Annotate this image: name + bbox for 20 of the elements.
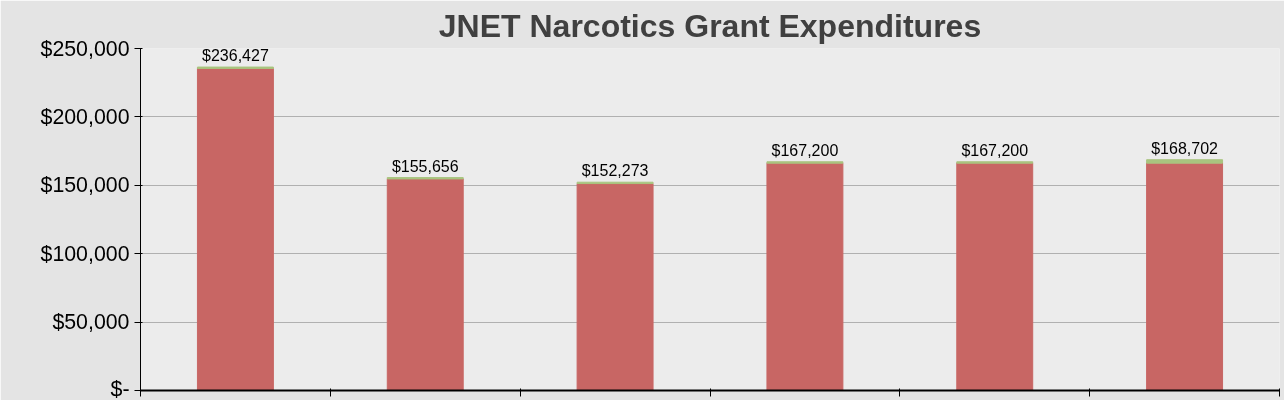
- total-label: $167,200: [961, 141, 1029, 159]
- bar: [766, 162, 844, 391]
- y-tick-label: $50,000: [52, 310, 130, 335]
- total-label: $168,702: [1151, 139, 1219, 157]
- total-label: $167,200: [771, 141, 839, 159]
- bar: [576, 183, 654, 391]
- y-tick-label: $200,000: [40, 104, 130, 129]
- y-tick-label: $150,000: [40, 173, 130, 198]
- bar: [1146, 162, 1224, 391]
- y-tick-label: $100,000: [40, 241, 130, 266]
- y-tick-label: $250,000: [40, 36, 130, 61]
- bar: [196, 67, 274, 391]
- chart-title: JNET Narcotics Grant Expenditures: [438, 7, 982, 44]
- total-label: $236,427: [202, 47, 269, 65]
- total-label: $155,656: [391, 157, 459, 175]
- y-tick-label: $-: [110, 376, 130, 400]
- bar: [956, 162, 1034, 391]
- bar: [386, 178, 464, 391]
- bar: [1146, 159, 1224, 164]
- total-label: $152,273: [581, 162, 649, 180]
